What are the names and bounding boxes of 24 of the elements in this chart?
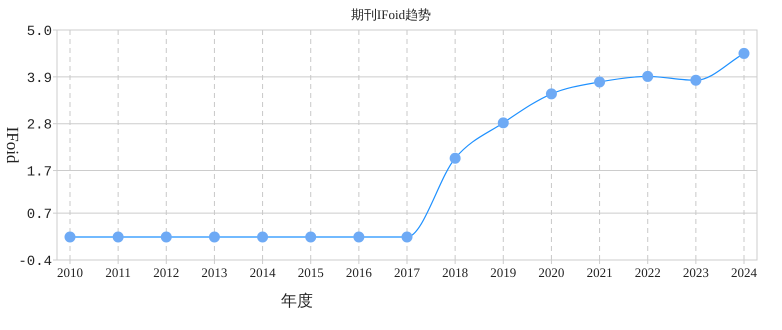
x-tick-label: 2021 xyxy=(586,265,613,280)
x-tick-label: 2022 xyxy=(634,265,661,280)
x-tick-label: 2024 xyxy=(731,265,758,280)
x-axis-title: 年度 xyxy=(281,292,313,310)
x-tick-label: 2013 xyxy=(201,265,228,280)
y-tick-label: 0.7 xyxy=(26,207,52,224)
y-axis-title: IFoid xyxy=(3,126,22,164)
x-tick-label: 2018 xyxy=(442,265,468,280)
x-tick-label: 2023 xyxy=(682,265,709,280)
x-tick-label: 2019 xyxy=(490,265,516,280)
x-tick-label: 2016 xyxy=(346,265,372,280)
y-tick-label: 2.8 xyxy=(26,118,52,134)
chart-title: 期刊IFoid趋势 xyxy=(350,7,432,22)
x-tick-label: 2014 xyxy=(250,265,276,280)
x-tick-label: 2017 xyxy=(394,265,420,280)
x-tick-label: 2020 xyxy=(538,265,564,280)
y-tick-label: -0.4 xyxy=(18,254,52,270)
x-tick-label: 2010 xyxy=(57,265,83,280)
x-tick-label: 2012 xyxy=(153,265,180,280)
y-tick-label: 3.9 xyxy=(26,70,52,87)
x-tick-label: 2011 xyxy=(105,265,131,280)
y-tick-label: 5.0 xyxy=(26,24,52,40)
x-tick-label: 2015 xyxy=(298,265,324,280)
y-tick-label: 1.7 xyxy=(26,164,52,181)
